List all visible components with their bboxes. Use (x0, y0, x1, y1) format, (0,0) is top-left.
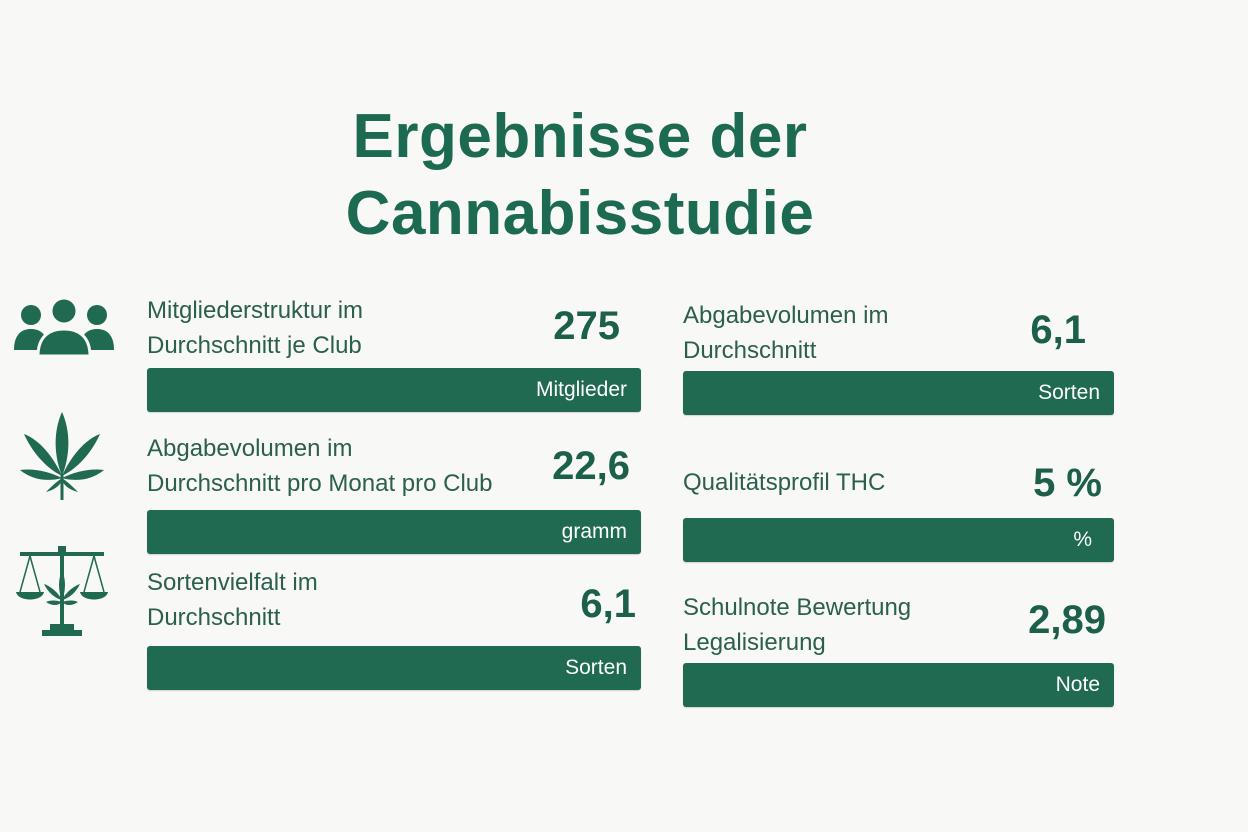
stat-value: 22,6 (552, 444, 630, 488)
page-title: Ergebnisse der Cannabisstudie (230, 98, 930, 252)
cannabis-leaf-icon (20, 412, 104, 500)
title-line-2: Cannabisstudie (345, 179, 815, 248)
unit-bar: Sorten (683, 371, 1114, 415)
stat-label: Qualitätsprofil THC (683, 469, 886, 496)
unit-bar: Note (683, 663, 1114, 707)
stat-value: 2,89 (1028, 598, 1106, 642)
title-line-1: Ergebnisse der (352, 102, 808, 171)
stat-label: Sortenvielfalt im Durchschnitt (147, 569, 318, 631)
stat-label: Schulnote Bewertung Legalisierung (683, 594, 912, 656)
unit-bar: Sorten (147, 646, 641, 690)
unit-bar: Mitglieder (147, 368, 641, 412)
stat-value: 6,1 (580, 582, 636, 626)
stat-value: 275 (553, 304, 620, 348)
stat-value: 6,1 (1030, 308, 1086, 352)
unit-bar: % (683, 518, 1114, 562)
people-icon (14, 298, 114, 358)
stat-label: Abgabevolumen im Durchschnitt (683, 302, 889, 364)
scales-cannabis-icon (16, 546, 108, 636)
unit-bar: gramm (147, 510, 641, 554)
stat-label: Abgabevolumen im Durchschnitt pro Monat … (147, 435, 493, 497)
stat-label: Mitgliederstruktur im Durchschnitt je Cl… (147, 297, 364, 359)
stat-value: 5 % (1033, 461, 1102, 505)
